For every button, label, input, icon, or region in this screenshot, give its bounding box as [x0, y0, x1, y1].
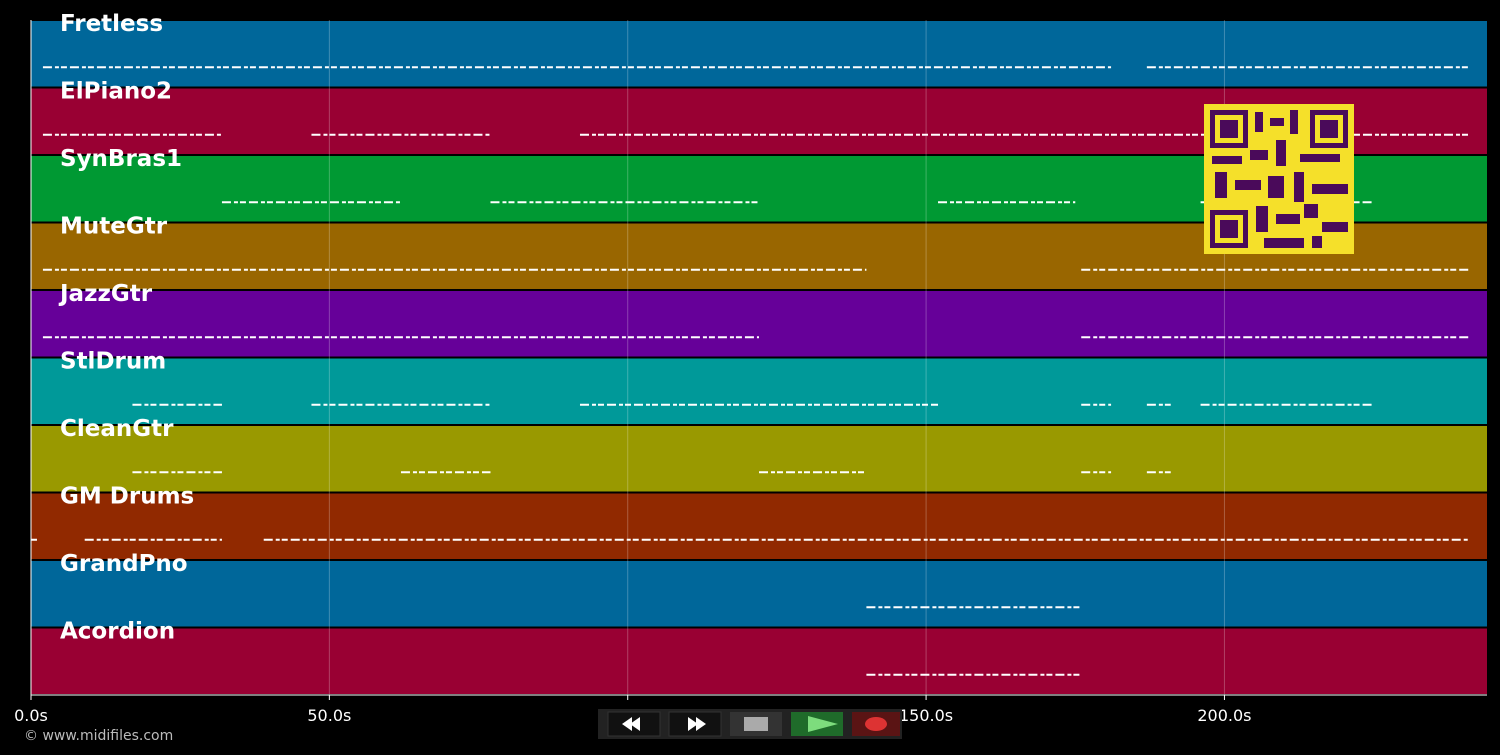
- track-name: Acordion: [60, 619, 175, 645]
- track-name: GrandPno: [60, 551, 188, 577]
- x-tick-label: 50.0s: [307, 706, 351, 725]
- track-name: ElPiano2: [60, 79, 172, 105]
- notes: [31, 66, 1470, 676]
- forward-button[interactable]: [668, 711, 722, 737]
- track-name: GM Drums: [60, 484, 194, 510]
- x-tick-label: 0.0s: [14, 706, 48, 725]
- stop-button[interactable]: [730, 712, 782, 736]
- track-band: [31, 561, 1487, 627]
- track-band: [31, 493, 1487, 559]
- track-name: JazzGtr: [58, 281, 153, 307]
- track-band: [31, 291, 1487, 357]
- track-band: [31, 426, 1487, 492]
- track-name: Fretless: [60, 11, 163, 37]
- credit: © www.midifiles.com: [24, 728, 173, 744]
- controls: [598, 709, 902, 739]
- x-tick-label: 200.0s: [1197, 706, 1251, 725]
- track-name: CleanGtr: [60, 416, 174, 442]
- track-name: SynBras1: [60, 146, 182, 172]
- play-button[interactable]: [791, 712, 843, 736]
- record-button[interactable]: [852, 712, 900, 736]
- track-band: [31, 358, 1487, 424]
- x-tick-label: 150.0s: [899, 706, 953, 725]
- qr-code: [1204, 104, 1354, 254]
- track-band: [31, 21, 1487, 87]
- rewind-button[interactable]: [607, 711, 661, 737]
- track-band: [31, 628, 1487, 694]
- qr-eyes: [1220, 120, 1338, 238]
- track-name: StlDrum: [60, 349, 166, 375]
- track-name: MuteGtr: [60, 214, 168, 240]
- labels: Fretless ElPiano2 SynBras1 MuteGtr JazzGtr St…: [58, 11, 194, 645]
